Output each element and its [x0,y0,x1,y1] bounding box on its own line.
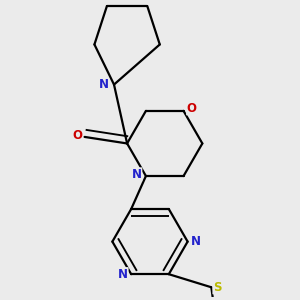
Text: N: N [98,78,109,91]
Text: O: O [72,129,82,142]
Text: N: N [118,268,128,281]
Text: O: O [187,102,197,115]
Text: S: S [213,281,221,294]
Text: N: N [132,168,142,181]
Text: N: N [191,235,201,248]
